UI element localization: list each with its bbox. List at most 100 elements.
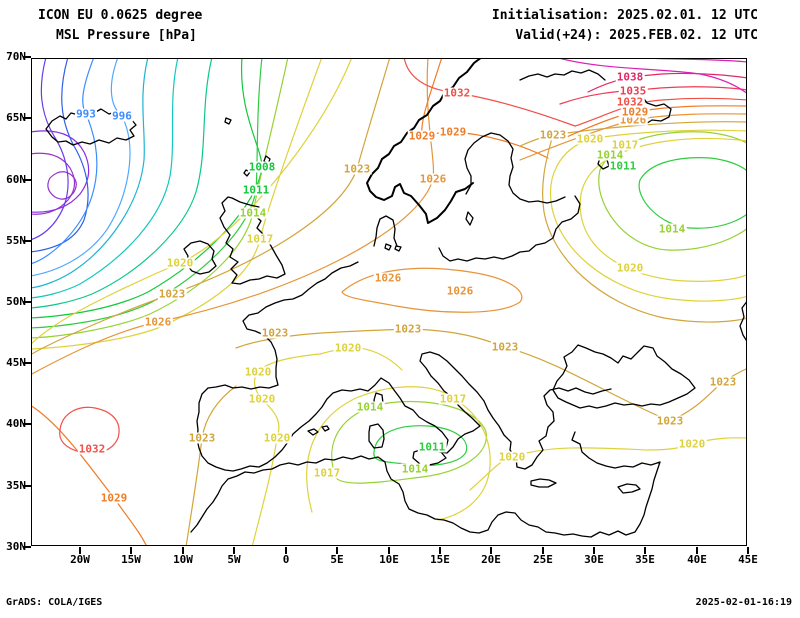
coast-caspian-edge: [739, 300, 747, 343]
lat-tick-mark: [23, 423, 31, 425]
contour-1029-atlantic: [31, 404, 148, 546]
contour-label-1023: 1023: [490, 340, 520, 354]
coast-jutland: [373, 215, 398, 247]
lon-tick-label: 25E: [533, 553, 553, 566]
contour-label-1011: 1011: [417, 440, 447, 454]
contour-label-1023: 1023: [393, 322, 423, 336]
contour-label-1020: 1020: [575, 132, 605, 146]
contour-1035: [559, 86, 747, 105]
coast-scandinavia: [366, 58, 483, 224]
lat-tick-mark: [23, 117, 31, 119]
contour-label-1020: 1020: [333, 341, 363, 355]
lon-tick-mark: [130, 547, 132, 554]
contour-label-1026: 1026: [373, 271, 403, 285]
lon-tick-mark: [285, 547, 287, 554]
contour-label-1023: 1023: [342, 162, 372, 176]
contour-label-1014: 1014: [400, 462, 430, 476]
contour-label-1029: 1029: [620, 105, 650, 119]
contour-1014-med: [331, 401, 487, 484]
contour-label-1029: 1029: [407, 129, 437, 143]
header-valid-time: Valid(+24): 2025.FEB.02. 12 UTC: [515, 28, 758, 43]
contour-label-1026: 1026: [445, 284, 475, 298]
lat-tick-label: 70N: [6, 50, 26, 63]
lon-tick-mark: [79, 547, 81, 554]
contour-1023-iberia: [185, 385, 237, 546]
contour-996: [31, 58, 131, 277]
coast-western-europe: [196, 261, 481, 472]
contour-1026-central: [341, 267, 523, 313]
contour-label-1011: 1011: [608, 159, 638, 173]
lon-tick-label: 10W: [173, 553, 193, 566]
lat-tick-mark: [23, 179, 31, 181]
contour-label-1008: 1008: [247, 160, 277, 174]
header-init-time: Initialisation: 2025.02.01. 12 UTC: [491, 8, 758, 23]
contour-label-1014: 1014: [657, 222, 687, 236]
lon-tick-label: 15E: [430, 553, 450, 566]
contour-label-1023: 1023: [157, 287, 187, 301]
lon-tick-label: 5W: [227, 553, 241, 566]
contour-label-1023: 1023: [655, 414, 685, 428]
contour-1023: [31, 58, 391, 356]
contour-label-1020: 1020: [497, 450, 527, 464]
contour-1029-norway: [421, 58, 549, 159]
lon-tick-label: 20W: [70, 553, 90, 566]
coast-balkans-aegean: [438, 354, 612, 470]
lat-tick-mark: [23, 485, 31, 487]
contour-label-1032: 1032: [442, 86, 472, 100]
lat-tick-mark: [23, 362, 31, 364]
lon-tick-mark: [336, 547, 338, 554]
header-model-title: ICON EU 0.0625 degree: [38, 8, 203, 23]
contour-label-1020: 1020: [165, 256, 195, 270]
contour-label-1032: 1032: [77, 442, 107, 456]
lat-tick-label: 30N: [6, 540, 26, 553]
lat-tick-mark: [23, 240, 31, 242]
contour-magenta-1: [556, 58, 747, 95]
lat-tick-label: 50N: [6, 295, 26, 308]
contour-1014: [31, 58, 289, 339]
contour-label-1020: 1020: [615, 261, 645, 275]
lon-tick-mark: [233, 547, 235, 554]
coast-levant-africa: [190, 431, 661, 538]
lat-tick-label: 45N: [6, 356, 26, 369]
contour-label-1038: 1038: [615, 70, 645, 84]
lon-tick-label: 15W: [121, 553, 141, 566]
island-faroe: [224, 117, 232, 125]
lat-tick-label: 60N: [6, 173, 26, 186]
header-field-title: MSL Pressure [hPa]: [56, 28, 197, 43]
lon-tick-mark: [542, 547, 544, 554]
contour-label-1029: 1029: [99, 491, 129, 505]
island-gotland: [465, 211, 474, 226]
coast-baltic: [464, 132, 566, 204]
lon-tick-label: 30E: [584, 553, 604, 566]
lat-tick-label: 35N: [6, 479, 26, 492]
contour-label-1023: 1023: [260, 326, 290, 340]
contour-label-1014: 1014: [595, 148, 625, 162]
lon-tick-mark: [644, 547, 646, 554]
contour-magenta-2: [631, 58, 747, 63]
lat-tick-mark: [23, 301, 31, 303]
lon-tick-mark: [182, 547, 184, 554]
lon-tick-mark: [439, 547, 441, 554]
contour-label-1026: 1026: [143, 315, 173, 329]
contour-label-1017: 1017: [312, 466, 342, 480]
contour-label-996: 996: [111, 109, 133, 123]
lon-tick-mark: [593, 547, 595, 554]
contour-1011-east: [638, 157, 747, 229]
contour-label-1023: 1023: [708, 375, 738, 389]
lat-tick-mark: [23, 56, 31, 58]
lon-tick-label: 45E: [738, 553, 758, 566]
contour-1038: [587, 72, 747, 93]
lon-tick-mark: [388, 547, 390, 554]
lon-tick-label: 35E: [635, 553, 655, 566]
contour-label-1020: 1020: [243, 365, 273, 379]
coast-turkey-blacksea: [552, 344, 696, 409]
contour-label-1017: 1017: [610, 138, 640, 152]
lon-tick-label: 20E: [481, 553, 501, 566]
lon-tick-label: 10E: [379, 553, 399, 566]
contour-label-1032: 1032: [615, 95, 645, 109]
map-frame: [31, 58, 747, 546]
contour-1020: [31, 58, 353, 345]
contour-label-1017: 1017: [438, 392, 468, 406]
contour-1032-high: [59, 406, 120, 455]
